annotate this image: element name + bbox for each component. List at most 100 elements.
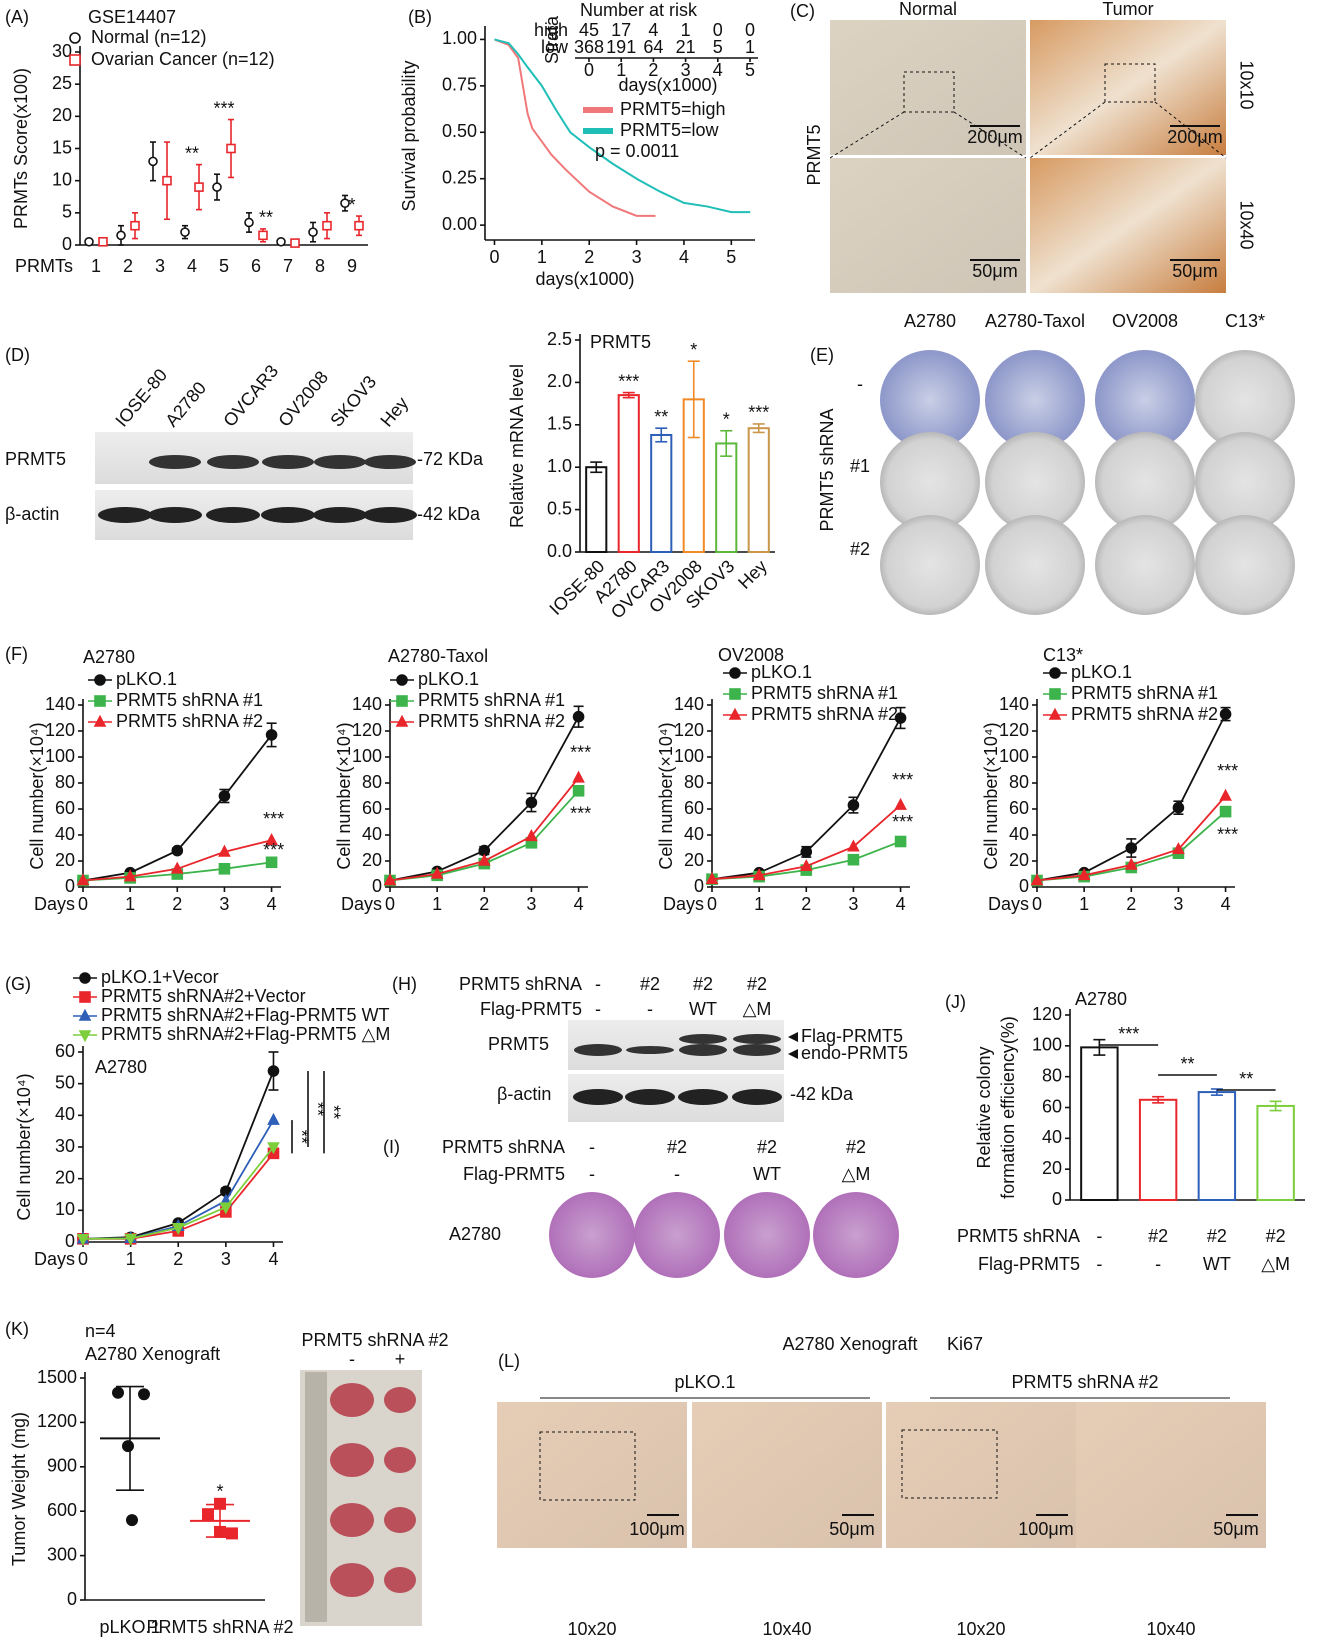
marker <box>1219 788 1232 801</box>
tumor <box>330 1563 374 1597</box>
lane-label: A2780 <box>161 378 210 431</box>
chart-title: OV2008 <box>718 645 784 665</box>
x-tick-label: 3 <box>848 894 858 914</box>
point <box>126 1514 138 1527</box>
colony-dish <box>1195 432 1295 532</box>
arrow <box>788 1049 798 1059</box>
point <box>202 1508 214 1521</box>
x-axis-label: Days <box>34 1249 75 1269</box>
tumor <box>330 1503 374 1537</box>
marker <box>477 853 491 866</box>
table-value: - <box>1096 1226 1102 1246</box>
band-label: endo-PRMT5 <box>801 1043 908 1063</box>
condition-label: Flag-PRMT5 <box>463 1164 565 1184</box>
scale-label: 50μm <box>1213 1519 1258 1539</box>
colony-dish <box>1095 432 1195 532</box>
y-axis-label: Cell number(×10⁴) <box>656 722 676 869</box>
colony-dish <box>1095 350 1195 450</box>
point <box>122 1440 134 1453</box>
group-label: pLKO.1 <box>674 1372 735 1392</box>
tumor <box>384 1507 416 1533</box>
zoom-box <box>1104 63 1156 103</box>
risk-value: 368 <box>574 37 604 57</box>
risk-value: 17 <box>611 20 631 40</box>
y-tick-label: 600 <box>47 1500 77 1520</box>
legend-label: PRMT5 shRNA #1 <box>1071 683 1218 703</box>
x-axis-label: Days <box>34 894 75 914</box>
y-tick-label: 1.0 <box>547 456 572 476</box>
bar <box>1256 1104 1295 1202</box>
colony-dish <box>724 1192 810 1278</box>
y-tick-label: 30 <box>52 41 72 61</box>
x-tick-label: 4 <box>187 256 197 276</box>
x-tick-label: 5 <box>726 247 736 267</box>
marker <box>130 220 140 231</box>
y-tick-label: 120 <box>45 720 75 740</box>
y-tick-label: 0.50 <box>442 121 477 141</box>
magnification: 10x10 <box>1236 60 1256 109</box>
x-tick-label: 4 <box>679 247 689 267</box>
band-label: PRMT5 <box>5 449 66 469</box>
chart-title: A2780 <box>83 647 135 667</box>
y-tick-label: 40 <box>1009 824 1029 844</box>
y-tick-label: 0 <box>1019 876 1029 896</box>
condition-value: - <box>595 999 601 1019</box>
bar <box>650 433 673 554</box>
scale-label: 200μm <box>967 127 1022 147</box>
photo-title: PRMT5 shRNA #2 <box>301 1330 448 1350</box>
band-label: Flag-PRMT5 <box>801 1026 903 1046</box>
y-tick-label: 100 <box>674 746 704 766</box>
colony-dish <box>813 1192 899 1278</box>
lane-label: SKOV3 <box>326 372 380 431</box>
marker <box>572 710 585 723</box>
legend-label: pLKO.1+Vecor <box>101 967 219 987</box>
x-tick-label: 4 <box>268 1249 278 1269</box>
y-tick-label: 25 <box>52 73 72 93</box>
error-bar <box>116 1385 144 1491</box>
marker <box>265 832 278 846</box>
y-tick-label: 300 <box>47 1544 77 1564</box>
strata-label: Strata <box>542 15 562 64</box>
y-tick-label: 60 <box>55 1041 75 1061</box>
scale-label: 100μm <box>629 1519 684 1539</box>
error-bar <box>687 360 700 439</box>
marker <box>69 54 81 66</box>
band <box>678 1089 728 1105</box>
marker <box>705 871 719 885</box>
x-axis-label: Days <box>988 894 1029 914</box>
chart-title: n=4 <box>85 1321 116 1341</box>
y-tick-label: 40 <box>55 824 75 844</box>
condition-value: #2 <box>846 1137 866 1157</box>
y-tick-label: 0 <box>65 1231 75 1251</box>
risk-value: 4 <box>648 20 658 40</box>
band <box>313 507 367 523</box>
marker <box>69 32 81 44</box>
x-tick-label: 7 <box>283 256 293 276</box>
risk-value: 191 <box>606 37 636 57</box>
y-tick-label: 30 <box>55 1136 75 1156</box>
marker <box>218 844 231 857</box>
marker <box>78 1008 92 1021</box>
marker <box>94 695 106 707</box>
condition-value: #2 <box>667 1137 687 1157</box>
annotation: *** <box>892 812 913 832</box>
zoom-box <box>901 1429 998 1499</box>
risk-tick-label: 3 <box>681 60 691 80</box>
marker <box>729 667 741 679</box>
error-bar <box>655 427 668 443</box>
marker <box>218 862 231 875</box>
condition-label: PRMT5 shRNA <box>459 974 582 994</box>
ruler <box>305 1372 327 1622</box>
size-label: -72 KDa <box>417 449 484 469</box>
tumor <box>384 1387 416 1413</box>
marker <box>1219 805 1232 818</box>
zoom-line <box>953 111 1027 159</box>
marker <box>276 236 286 247</box>
annotation: * <box>216 1481 223 1501</box>
x-tick-label: 0 <box>78 894 88 914</box>
magnification: 10x20 <box>567 1619 616 1639</box>
error-bar <box>1152 1095 1165 1104</box>
annotation: ** <box>1180 1054 1194 1074</box>
y-tick-label: 60 <box>55 798 75 818</box>
